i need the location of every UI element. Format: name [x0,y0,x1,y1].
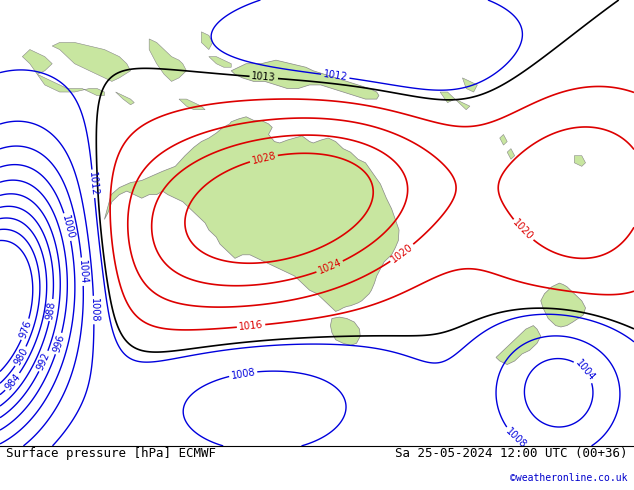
Text: 1016: 1016 [238,320,264,332]
Text: 984: 984 [3,372,22,392]
Text: 996: 996 [51,333,66,354]
Text: 1012: 1012 [322,70,348,83]
Polygon shape [37,74,105,96]
Text: 1020: 1020 [389,242,415,265]
Polygon shape [105,117,399,312]
Polygon shape [462,78,477,92]
Polygon shape [52,43,131,81]
Polygon shape [507,148,515,159]
Text: 1000: 1000 [60,214,75,240]
Polygon shape [500,134,507,145]
Polygon shape [202,32,212,49]
Polygon shape [115,92,134,105]
Text: 1024: 1024 [316,258,343,276]
Text: Sa 25-05-2024 12:00 UTC (00+36): Sa 25-05-2024 12:00 UTC (00+36) [395,447,628,460]
Text: 992: 992 [36,351,52,372]
Polygon shape [209,57,231,67]
Text: 1008: 1008 [503,426,528,450]
Text: 1004: 1004 [77,259,88,284]
Text: 1004: 1004 [573,358,597,383]
Polygon shape [22,49,52,74]
Polygon shape [574,156,586,166]
Polygon shape [149,39,186,81]
Text: 988: 988 [45,300,58,320]
Polygon shape [455,99,470,110]
Text: 980: 980 [12,346,30,367]
Text: 1020: 1020 [511,218,535,243]
Polygon shape [541,283,586,327]
Text: 1028: 1028 [250,150,277,166]
Text: 1012: 1012 [87,171,100,196]
Polygon shape [179,99,205,110]
Text: 1013: 1013 [251,72,276,83]
Text: 1008: 1008 [89,298,99,322]
Text: ©weatheronline.co.uk: ©weatheronline.co.uk [510,473,628,483]
Text: 1008: 1008 [230,367,256,381]
Polygon shape [330,317,360,345]
Text: Surface pressure [hPa] ECMWF: Surface pressure [hPa] ECMWF [6,447,216,460]
Polygon shape [231,60,379,99]
Text: 976: 976 [18,319,33,340]
Polygon shape [440,92,455,102]
Polygon shape [496,325,541,365]
